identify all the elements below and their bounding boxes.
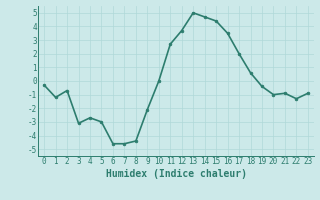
X-axis label: Humidex (Indice chaleur): Humidex (Indice chaleur) (106, 169, 246, 179)
